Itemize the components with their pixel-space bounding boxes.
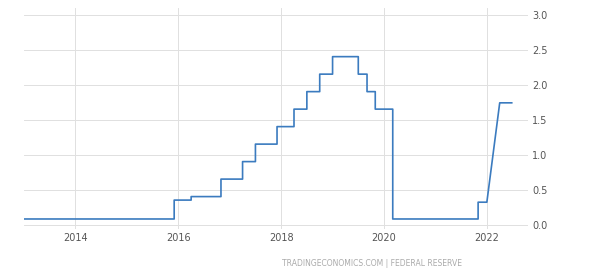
Text: TRADINGECONOMICS.COM | FEDERAL RESERVE: TRADINGECONOMICS.COM | FEDERAL RESERVE <box>282 259 462 268</box>
